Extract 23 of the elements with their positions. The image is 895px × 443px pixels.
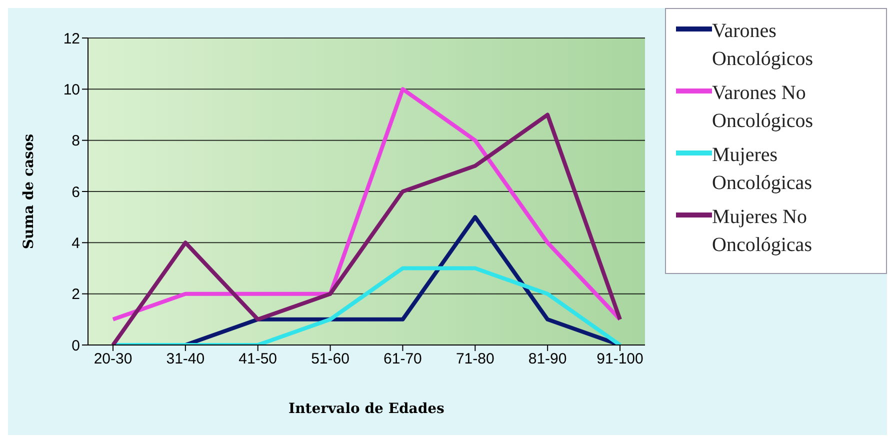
line-series xyxy=(111,112,622,345)
x-tick-label: 20-30 xyxy=(94,350,132,368)
x-tick-label: 31-40 xyxy=(166,350,205,368)
y-tick-label: 0 xyxy=(72,337,80,354)
x-tick-label: 51-60 xyxy=(311,350,350,368)
x-tick-label: 81-90 xyxy=(528,350,567,368)
y-tick-label: 8 xyxy=(72,132,80,150)
y-tick-label: 2 xyxy=(72,286,80,304)
legend-label: Varones Oncológicos xyxy=(712,19,814,72)
y-axis-title: Suma de casos xyxy=(20,134,37,250)
legend-label: Varones No Oncológicos xyxy=(712,81,814,134)
x-tick-label: 61-70 xyxy=(384,350,422,368)
legend-label: Mujeres Oncológicas xyxy=(712,143,813,196)
x-tick-label: 41-50 xyxy=(238,350,278,368)
legend-label: Mujeres No Oncológicas xyxy=(712,205,813,258)
y-tick-label: 4 xyxy=(72,234,80,252)
y-tick-label: 6 xyxy=(72,184,80,201)
y-tick-label: 12 xyxy=(63,30,80,48)
x-tick-label: 71-80 xyxy=(456,350,494,368)
x-tick-label: 91-100 xyxy=(596,350,644,368)
x-axis-title: Intervalo de Edades xyxy=(288,401,445,417)
y-tick-label: 10 xyxy=(63,81,80,98)
line-series xyxy=(111,87,622,322)
